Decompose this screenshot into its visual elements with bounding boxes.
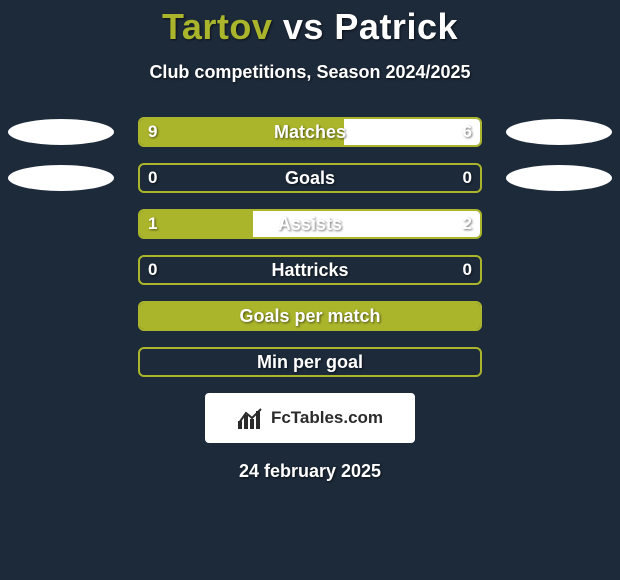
source-badge-text: FcTables.com	[271, 408, 383, 428]
subtitle: Club competitions, Season 2024/2025	[0, 62, 620, 83]
comparison-infographic: Tartov vs Patrick Club competitions, Sea…	[0, 0, 620, 580]
title-sep: vs	[272, 6, 334, 47]
player-oval-left	[8, 165, 114, 191]
stat-row: Matches96	[40, 117, 580, 147]
stat-bar-track	[138, 301, 482, 331]
title-left: Tartov	[162, 6, 272, 47]
stat-row: Goals00	[40, 163, 580, 193]
stat-bar-track	[138, 209, 482, 239]
stat-row: Goals per match	[40, 301, 580, 331]
stat-bar-track	[138, 163, 482, 193]
stat-row: Min per goal	[40, 347, 580, 377]
stat-bar-right	[344, 119, 480, 145]
stat-bar-left	[140, 303, 480, 329]
page-title: Tartov vs Patrick	[0, 6, 620, 48]
stat-row: Assists12	[40, 209, 580, 239]
player-oval-right	[506, 119, 612, 145]
stats-rows: Matches96 Goals00 Assists12 Hattricks00 Goal…	[40, 117, 580, 377]
stat-bar-left	[140, 119, 344, 145]
player-oval-left	[8, 119, 114, 145]
fctables-icon	[237, 407, 265, 429]
stat-bar-track	[138, 347, 482, 377]
player-oval-right	[506, 165, 612, 191]
stat-bar-left	[140, 211, 253, 237]
title-right: Patrick	[334, 6, 458, 47]
stat-row: Hattricks00	[40, 255, 580, 285]
date-label: 24 february 2025	[0, 461, 620, 482]
stat-bar-track	[138, 117, 482, 147]
stat-bar-track	[138, 255, 482, 285]
source-badge: FcTables.com	[205, 393, 415, 443]
stat-bar-right	[253, 211, 480, 237]
